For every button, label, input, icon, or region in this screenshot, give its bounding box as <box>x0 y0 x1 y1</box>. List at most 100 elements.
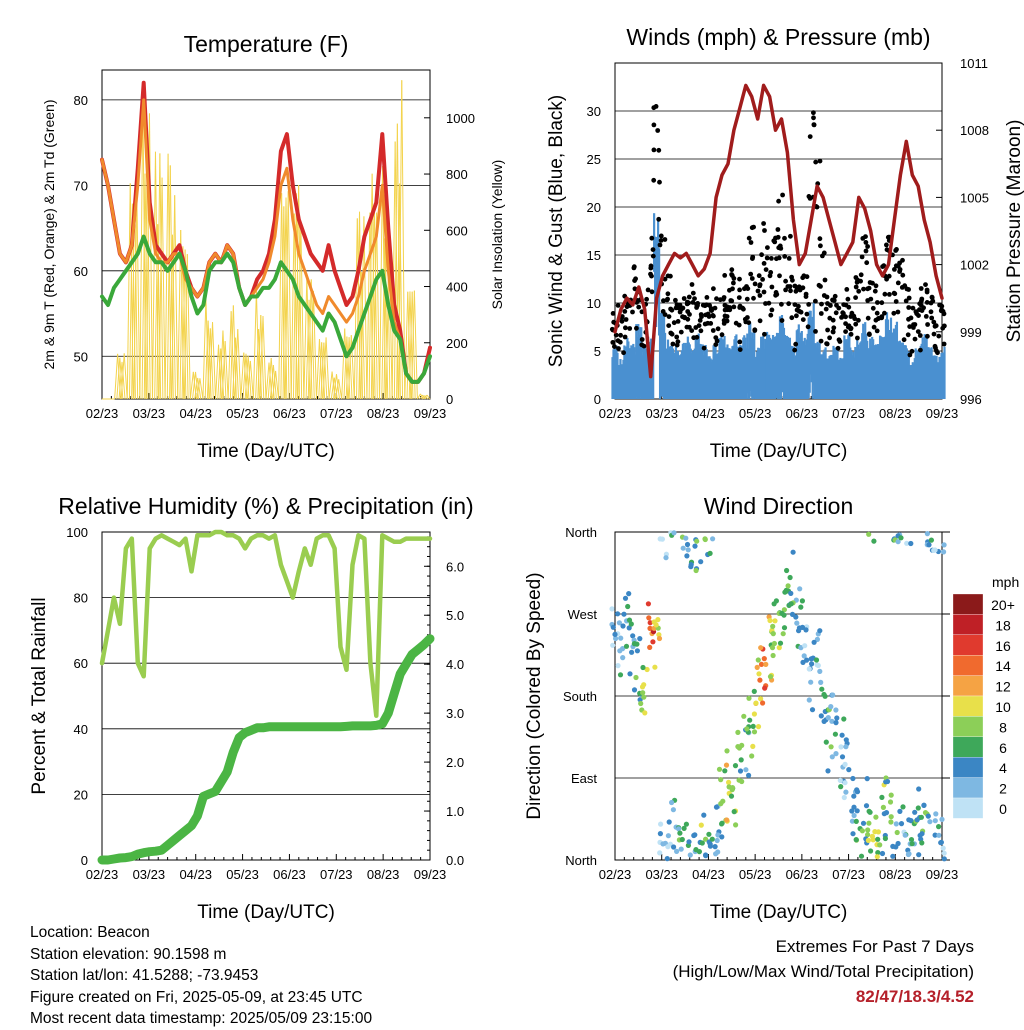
direction-point <box>790 549 796 555</box>
direction-point <box>769 645 776 651</box>
solar-spike <box>373 212 378 400</box>
gust-point <box>919 308 925 313</box>
gust-point <box>681 296 687 301</box>
solar-spike <box>396 183 401 400</box>
solar-spike <box>297 223 302 400</box>
gust-point <box>715 326 721 332</box>
direction-point <box>746 695 752 701</box>
gust-point <box>936 333 942 339</box>
gust-point <box>924 289 930 295</box>
solar-spike <box>353 218 358 400</box>
elevation-text: Station elevation: 90.1598 m <box>30 945 227 963</box>
gust-point <box>631 264 637 270</box>
gust-point <box>788 288 793 294</box>
direction-point <box>617 672 624 678</box>
gust-point <box>891 290 897 296</box>
solar-spike <box>384 238 389 400</box>
gust-point <box>711 313 716 319</box>
gust-point <box>769 256 774 261</box>
solar-spike <box>358 272 363 400</box>
gust-point <box>856 317 861 323</box>
gust-point <box>751 295 756 301</box>
direction-point <box>641 694 647 700</box>
direction-point <box>741 713 747 719</box>
direction-point <box>925 813 931 819</box>
gust-point <box>907 352 913 358</box>
solar-spike <box>278 193 283 400</box>
direction-point <box>663 555 669 561</box>
direction-point <box>940 845 946 851</box>
legend-swatch <box>952 736 984 758</box>
chart-title: Temperature (F) <box>184 31 349 57</box>
gust-point <box>804 274 810 280</box>
gust-point <box>895 309 901 315</box>
gust-point <box>818 284 823 289</box>
direction-point <box>919 831 925 837</box>
solar-spike <box>207 320 212 400</box>
solar-spike <box>347 335 352 400</box>
y-tick-label: 80 <box>74 591 88 606</box>
x-tick-label: 02/23 <box>86 406 119 421</box>
x-tick-label: 08/23 <box>879 406 912 421</box>
gust-point <box>925 333 930 339</box>
extremes-title: Extremes For Past 7 Days <box>775 937 974 956</box>
direction-point <box>751 729 758 735</box>
direction-point <box>822 693 828 699</box>
gust-point <box>670 341 676 347</box>
legend-label: 4 <box>999 760 1007 776</box>
gust-point <box>713 342 719 347</box>
gust-point <box>645 287 651 293</box>
gust-point <box>897 269 902 274</box>
solar-spike <box>381 238 386 400</box>
direction-point <box>760 700 766 706</box>
direction-point <box>895 840 901 847</box>
gust-point <box>882 291 888 297</box>
direction-point <box>754 664 760 671</box>
solar-spike <box>209 328 214 400</box>
solar-spike <box>262 316 267 400</box>
direction-point <box>628 621 634 627</box>
gust-point <box>731 304 737 310</box>
x-tick-label: 06/23 <box>273 867 306 882</box>
direction-point <box>666 819 672 825</box>
extremes-values: 82/47/18.3/4.52 <box>855 987 974 1006</box>
solar-spike <box>393 123 398 400</box>
direction-point <box>694 538 700 544</box>
gust-point <box>843 329 848 334</box>
direction-point <box>918 814 925 820</box>
direction-point <box>783 587 789 594</box>
gust-point <box>710 328 716 333</box>
gust-point <box>874 328 880 334</box>
gust-point <box>819 301 824 307</box>
direction-point <box>815 662 821 669</box>
gust-point <box>865 315 871 321</box>
y-tick-label: 40 <box>74 722 88 737</box>
gust-point <box>830 329 836 335</box>
gust-point <box>731 280 736 286</box>
gust-point <box>743 319 749 325</box>
direction-point <box>657 850 663 856</box>
y-tick-label: West <box>568 607 598 622</box>
direction-point <box>879 794 885 801</box>
solar-spike <box>141 173 146 400</box>
direction-point <box>788 590 794 597</box>
solar-spike <box>121 361 126 400</box>
solar-spike <box>424 395 429 400</box>
gust-point <box>737 339 743 345</box>
direction-point <box>685 547 691 553</box>
direction-point <box>794 620 800 626</box>
gust-point <box>705 320 711 326</box>
solar-spike <box>171 195 176 400</box>
gust-point <box>651 105 657 111</box>
gust-point <box>741 306 746 312</box>
gust-point <box>844 287 850 292</box>
gust-point <box>690 290 696 296</box>
x-tick-label: 05/23 <box>739 406 772 421</box>
y-tick-label: South <box>563 689 597 704</box>
solar-spike <box>255 329 260 400</box>
gust-point <box>780 192 785 198</box>
direction-point <box>851 804 857 810</box>
y2-tick-label: 600 <box>446 223 468 238</box>
direction-point <box>657 831 664 837</box>
direction-point <box>743 767 749 773</box>
